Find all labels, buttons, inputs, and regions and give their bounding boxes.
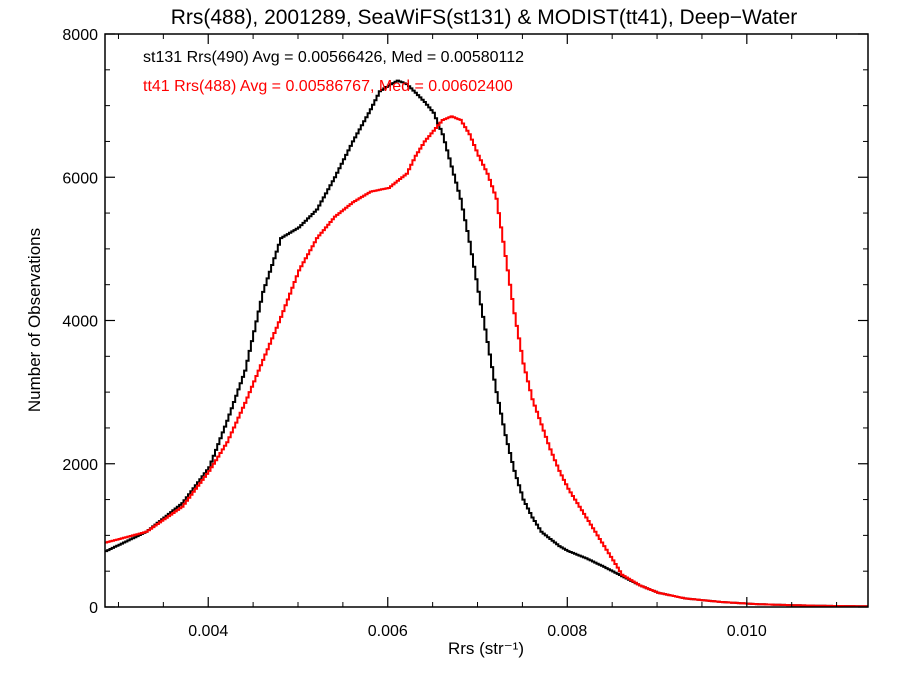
y-tick-label: 2000: [62, 457, 98, 474]
legend: st131 Rrs(490) Avg = 0.00566426, Med = 0…: [143, 49, 524, 95]
legend-entry-tt41: tt41 Rrs(488) Avg = 0.00586767, Med = 0.…: [143, 78, 513, 95]
chart-title: Rrs(488), 2001289, SeaWiFS(st131) & MODI…: [171, 6, 798, 29]
y-tick-label: 6000: [62, 170, 98, 187]
y-axis-label: Number of Observations: [25, 228, 44, 412]
x-tick-label: 0.006: [368, 623, 408, 640]
x-axis-label: Rrs (str⁻¹): [448, 639, 524, 658]
x-tick-label: 0.008: [547, 623, 587, 640]
plot-frame: [104, 33, 869, 608]
x-tick-label: 0.010: [727, 623, 767, 640]
series-line-tt41: [105, 115, 868, 608]
legend-entry-st131: st131 Rrs(490) Avg = 0.00566426, Med = 0…: [143, 49, 524, 66]
y-tick-label: 0: [89, 600, 98, 617]
y-tick-label: 8000: [62, 27, 98, 44]
x-axis: 0.004 0.006 0.008 0.010: [117, 34, 838, 640]
series-lines: [105, 79, 868, 608]
y-tick-label: 4000: [62, 314, 98, 331]
x-tick-label: 0.004: [188, 623, 228, 640]
series-line-st131: [105, 79, 868, 608]
y-axis: 0 2000 4000 6000 8000: [62, 27, 868, 617]
